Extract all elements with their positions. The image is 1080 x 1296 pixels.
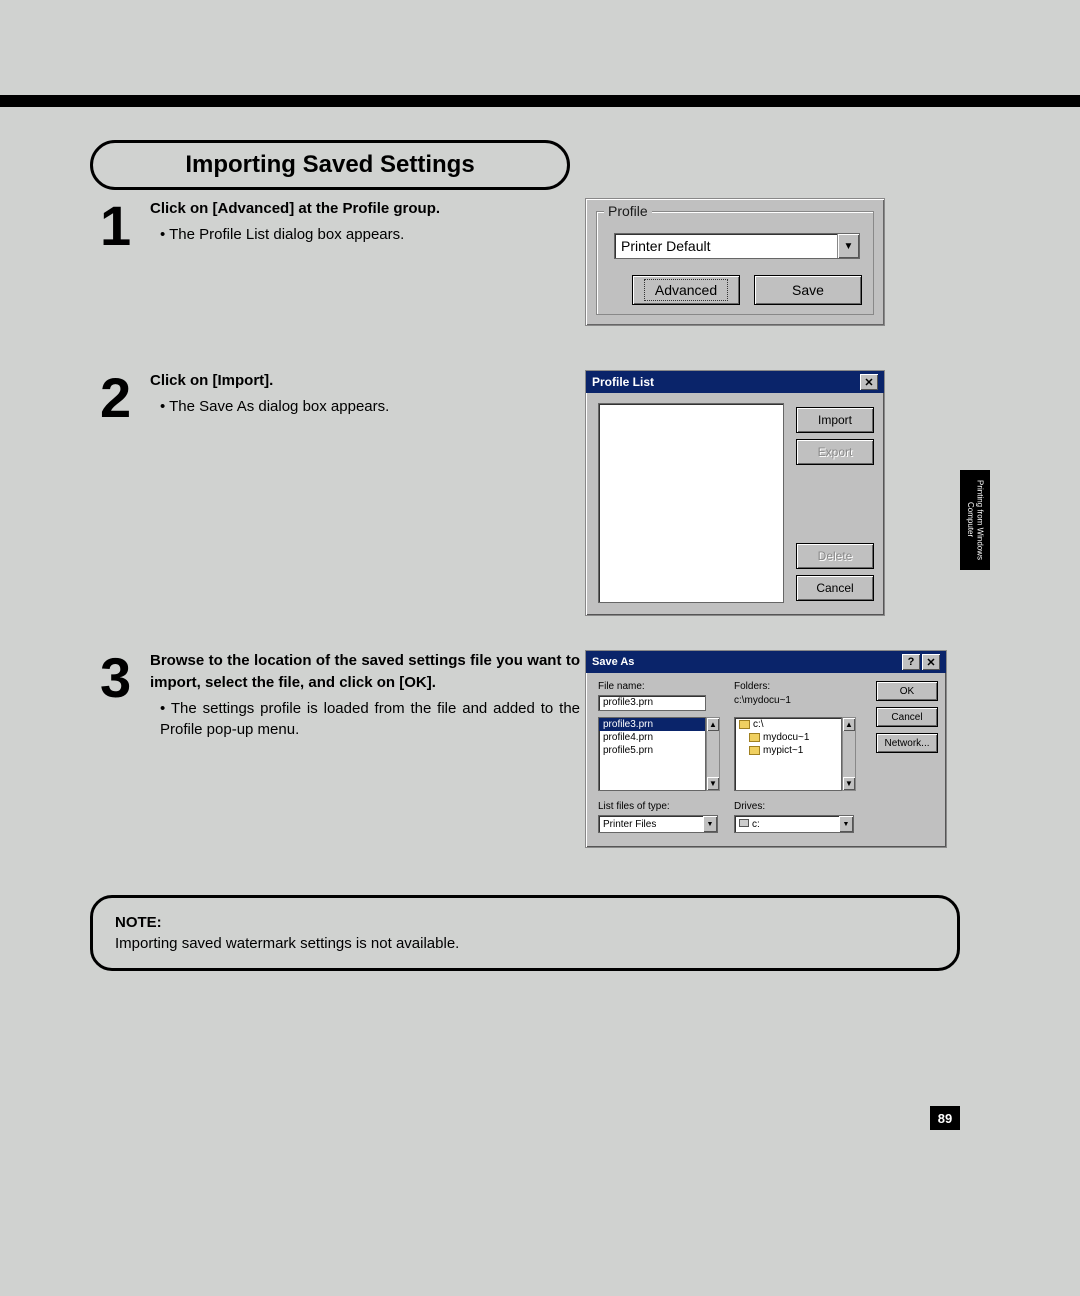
help-icon[interactable]: ? bbox=[902, 654, 920, 670]
drives-label: Drives: bbox=[734, 801, 765, 812]
chevron-down-icon[interactable]: ▼ bbox=[839, 816, 853, 832]
step-number: 2 bbox=[100, 370, 138, 426]
chevron-down-icon[interactable]: ▼ bbox=[837, 234, 859, 258]
titlebar: Save As ? ✕ bbox=[586, 651, 946, 673]
step-bullet: • The Profile List dialog box appears. bbox=[150, 224, 440, 246]
profile-combo[interactable]: Printer Default ▼ bbox=[614, 233, 860, 259]
file-item[interactable]: profile5.prn bbox=[599, 744, 705, 757]
import-button[interactable]: Import bbox=[796, 407, 874, 433]
titlebar: Profile List ✕ bbox=[586, 371, 884, 393]
step-heading: Browse to the location of the saved sett… bbox=[150, 650, 580, 694]
export-button: Export bbox=[796, 439, 874, 465]
top-separator bbox=[0, 95, 1080, 107]
dialog-title: Save As bbox=[592, 656, 902, 668]
filetype-label: List files of type: bbox=[598, 801, 670, 812]
cancel-button[interactable]: Cancel bbox=[796, 575, 874, 601]
folder-listbox[interactable]: c:\ mydocu~1 mypict~1 bbox=[734, 717, 842, 791]
note-label: NOTE: bbox=[115, 914, 935, 931]
step-3: 3 Browse to the location of the saved se… bbox=[100, 650, 580, 741]
note-box: NOTE: Importing saved watermark settings… bbox=[90, 895, 960, 971]
section-title-box: Importing Saved Settings bbox=[90, 140, 570, 190]
combo-value: c: bbox=[735, 819, 839, 830]
step-number: 1 bbox=[100, 198, 138, 254]
ok-button[interactable]: OK bbox=[876, 681, 938, 701]
advanced-label: Advanced bbox=[644, 279, 728, 301]
file-item[interactable]: profile4.prn bbox=[599, 731, 705, 744]
chevron-down-icon[interactable]: ▼ bbox=[703, 816, 717, 832]
profile-listbox[interactable] bbox=[598, 403, 784, 603]
save-button[interactable]: Save bbox=[754, 275, 862, 305]
scroll-up-icon[interactable]: ▲ bbox=[707, 718, 719, 731]
folder-item[interactable]: mypict~1 bbox=[735, 744, 841, 757]
step-2: 2 Click on [Import]. • The Save As dialo… bbox=[100, 370, 570, 426]
scroll-up-icon[interactable]: ▲ bbox=[843, 718, 855, 731]
side-tab: Printing from Windows Computer bbox=[960, 470, 990, 570]
drives-combo[interactable]: c: ▼ bbox=[734, 815, 854, 833]
combo-value: Printer Files bbox=[599, 819, 703, 830]
folders-label: Folders: bbox=[734, 681, 770, 692]
filename-input[interactable]: profile3.prn bbox=[598, 695, 706, 711]
folder-icon bbox=[749, 733, 760, 742]
step-heading: Click on [Import]. bbox=[150, 370, 389, 392]
close-icon[interactable]: ✕ bbox=[922, 654, 940, 670]
folder-path: c:\mydocu~1 bbox=[734, 695, 791, 706]
folder-icon bbox=[749, 746, 760, 755]
step-heading: Click on [Advanced] at the Profile group… bbox=[150, 198, 440, 220]
delete-button: Delete bbox=[796, 543, 874, 569]
section-title: Importing Saved Settings bbox=[185, 151, 474, 179]
filetype-combo[interactable]: Printer Files ▼ bbox=[598, 815, 718, 833]
dialog-title: Profile List bbox=[592, 375, 860, 389]
save-label: Save bbox=[792, 282, 824, 298]
file-listbox[interactable]: profile3.prn profile4.prn profile5.prn bbox=[598, 717, 706, 791]
profile-group-screenshot: Profile Printer Default ▼ Advanced Save bbox=[585, 198, 885, 326]
save-as-dialog: Save As ? ✕ File name: profile3.prn Fold… bbox=[585, 650, 947, 848]
step-bullet: • The Save As dialog box appears. bbox=[150, 396, 389, 418]
filename-label: File name: bbox=[598, 681, 645, 692]
scroll-down-icon[interactable]: ▼ bbox=[707, 777, 719, 790]
scrollbar[interactable]: ▲ ▼ bbox=[842, 717, 856, 791]
fieldset-label: Profile bbox=[604, 203, 652, 219]
page-number: 89 bbox=[930, 1106, 960, 1130]
note-text: Importing saved watermark settings is no… bbox=[115, 935, 935, 952]
cancel-button[interactable]: Cancel bbox=[876, 707, 938, 727]
combo-value: Printer Default bbox=[615, 238, 837, 254]
scrollbar[interactable]: ▲ ▼ bbox=[706, 717, 720, 791]
folder-icon bbox=[739, 720, 750, 729]
close-icon[interactable]: ✕ bbox=[860, 374, 878, 390]
step-1: 1 Click on [Advanced] at the Profile gro… bbox=[100, 198, 570, 254]
step-bullet: • The settings profile is loaded from th… bbox=[150, 698, 580, 742]
scroll-down-icon[interactable]: ▼ bbox=[843, 777, 855, 790]
folder-item[interactable]: c:\ bbox=[735, 718, 841, 731]
advanced-button[interactable]: Advanced bbox=[632, 275, 740, 305]
folder-item[interactable]: mydocu~1 bbox=[735, 731, 841, 744]
step-number: 3 bbox=[100, 650, 138, 706]
profile-list-dialog: Profile List ✕ Import Export Delete Canc… bbox=[585, 370, 885, 616]
disk-icon bbox=[739, 819, 749, 827]
file-item[interactable]: profile3.prn bbox=[599, 718, 705, 731]
network-button[interactable]: Network... bbox=[876, 733, 938, 753]
